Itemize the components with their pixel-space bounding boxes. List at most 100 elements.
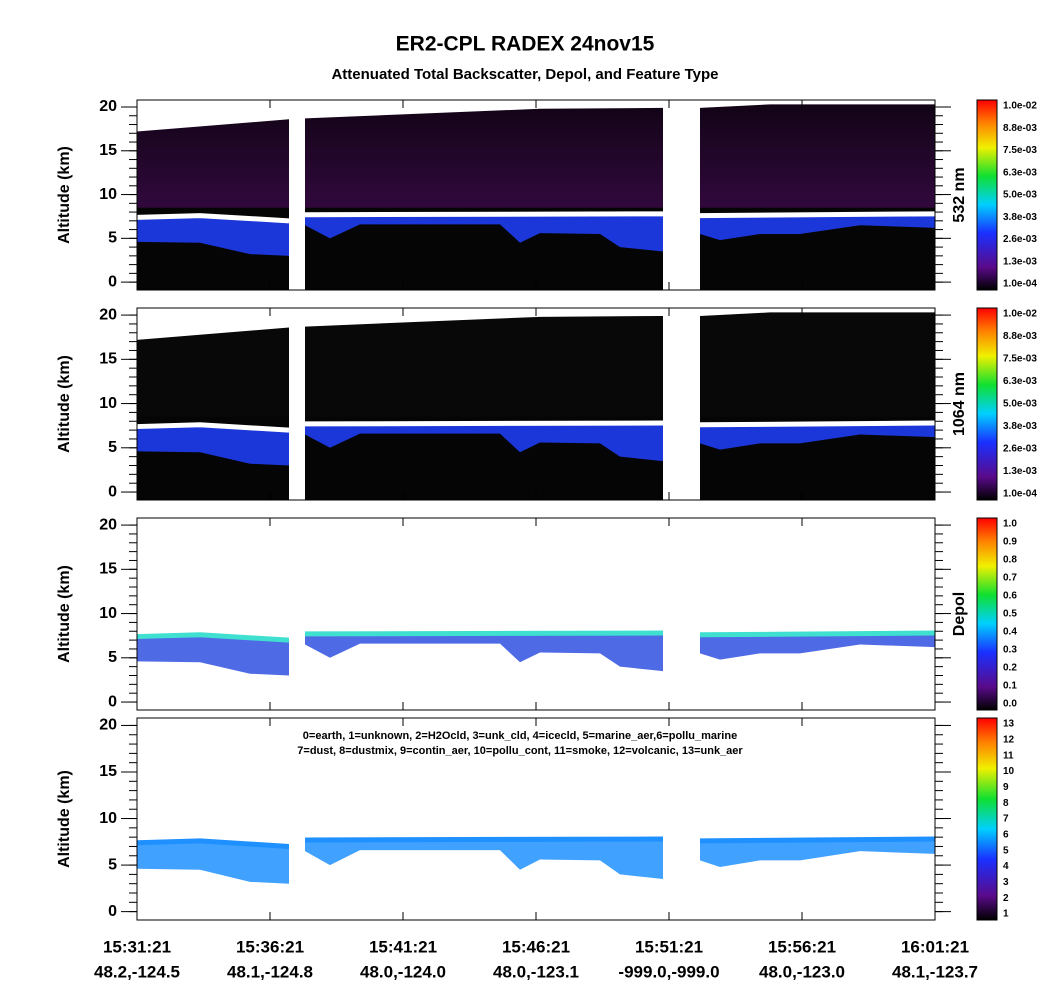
y-tick-label: 15 <box>99 351 117 368</box>
cloud-layer <box>137 424 289 466</box>
cloud-top <box>699 836 936 844</box>
colorbar-tick-label: 1.0e-04 <box>1003 279 1037 290</box>
colorbar-tick-label: 0.1 <box>1003 681 1017 692</box>
colorbar-tick-label: 3 <box>1003 877 1009 888</box>
y-tick-label: 15 <box>99 142 117 159</box>
y-tick-label: 0 <box>108 903 117 920</box>
colorbar-tick-label: 2.6e-03 <box>1003 444 1037 455</box>
colorbar-tick-label: 1.0 <box>1003 519 1017 530</box>
y-axis-label: Altitude (km) <box>56 146 73 244</box>
y-tick-label: 20 <box>99 98 117 115</box>
colorbar-tick-label: 1.0e-04 <box>1003 489 1037 500</box>
colorbar-tick-label: 6.3e-03 <box>1003 376 1037 387</box>
y-tick-label: 5 <box>108 649 117 666</box>
y-tick-label: 20 <box>99 306 117 323</box>
x-tick-label: 15:41:21 <box>369 937 437 956</box>
colorbar <box>976 307 998 501</box>
cloud-layer <box>305 839 663 880</box>
colorbar-tick-label: 6.3e-03 <box>1003 167 1037 178</box>
panel: 0 5 10 15 20 Altitude (km) 1.0e-04 1.3e-03 2.6e-… <box>56 306 1037 501</box>
x-tick-label: 15:51:21 <box>635 937 703 956</box>
cloud-layer <box>700 839 935 867</box>
x-tick-label: 15:46:21 <box>502 937 570 956</box>
cloud-layer <box>137 634 289 676</box>
x-coord-label: -999.0,-999.0 <box>618 962 719 981</box>
colorbar <box>976 717 998 921</box>
cloud-layer <box>700 423 935 450</box>
data-gap <box>663 308 700 500</box>
x-tick-label: 16:01:21 <box>901 937 969 956</box>
colorbar-tick-label: 3.8e-03 <box>1003 421 1037 432</box>
colorbar-tick-label: 0.6 <box>1003 591 1017 602</box>
y-axis-label: Altitude (km) <box>56 565 73 663</box>
legend-text: 0=earth, 1=unknown, 2=H2Ocld, 3=unk_cld,… <box>303 730 737 742</box>
colorbar-label: 1064 nm <box>951 372 968 436</box>
y-tick-label: 10 <box>99 605 117 622</box>
title: ER2-CPL RADEX 24nov15 <box>396 33 655 56</box>
y-tick-label: 20 <box>99 717 117 734</box>
y-tick-label: 15 <box>99 561 117 578</box>
y-tick-label: 20 <box>99 516 117 533</box>
colorbar-tick-label: 0.9 <box>1003 537 1017 548</box>
y-tick-label: 10 <box>99 810 117 827</box>
colorbar-tick-label: 1.3e-03 <box>1003 466 1037 477</box>
colorbar-tick-label: 13 <box>1003 719 1015 730</box>
cloud-layer <box>305 423 663 462</box>
cloud-layer <box>305 213 663 252</box>
y-axis-label: Altitude (km) <box>56 770 73 868</box>
colorbar-tick-label: 12 <box>1003 734 1015 745</box>
cloud-top <box>699 211 936 219</box>
colorbar-tick-label: 0.4 <box>1003 627 1017 638</box>
x-coord-label: 48.1,-124.8 <box>227 962 313 981</box>
cloud-top <box>304 836 664 843</box>
x-tick-label: 15:36:21 <box>236 937 304 956</box>
y-tick-label: 0 <box>108 273 117 290</box>
colorbar-tick-label: 1.3e-03 <box>1003 256 1037 267</box>
colorbar-tick-label: 0.5 <box>1003 609 1017 620</box>
colorbar-tick-label: 7.5e-03 <box>1003 354 1037 365</box>
panel: 0 5 10 15 20 Altitude (km) 0.0 0.1 0.2 0.3 0.4 0.5 0… <box>56 516 1017 711</box>
data-gap <box>663 100 700 290</box>
x-coord-label: 48.0,-123.0 <box>759 962 845 981</box>
x-tick-label: 15:31:21 <box>103 937 171 956</box>
data-gap <box>289 718 305 920</box>
colorbar-tick-label: 7.5e-03 <box>1003 145 1037 156</box>
colorbar-tick-label: 5.0e-03 <box>1003 190 1037 201</box>
colorbar-tick-label: 3.8e-03 <box>1003 212 1037 223</box>
data-gap <box>289 518 305 710</box>
cloud-top <box>304 420 664 427</box>
colorbar-tick-label: 8 <box>1003 798 1009 809</box>
colorbar-tick-label: 6 <box>1003 829 1009 840</box>
colorbar-tick-label: 9 <box>1003 782 1009 793</box>
colorbar-tick-label: 2.6e-03 <box>1003 234 1037 245</box>
colorbar-tick-label: 5.0e-03 <box>1003 399 1037 410</box>
cloud-top <box>136 632 290 643</box>
colorbar-tick-label: 1.0e-02 <box>1003 309 1037 320</box>
colorbar-tick-label: 1.0e-02 <box>1003 101 1037 112</box>
colorbar-tick-label: 0.7 <box>1003 573 1017 584</box>
colorbar-tick-label: 2 <box>1003 893 1009 904</box>
colorbar-tick-label: 1 <box>1003 909 1009 920</box>
panel: 0 5 10 15 20 Altitude (km) 1.0e-04 1.3e-03 2.6e-… <box>56 98 1037 291</box>
x-coord-label: 48.2,-124.5 <box>94 962 180 981</box>
colorbar-tick-label: 0.8 <box>1003 555 1017 566</box>
cloud-layer <box>700 633 935 660</box>
colorbar-tick-label: 0.2 <box>1003 663 1017 674</box>
cloud-top <box>699 630 936 638</box>
cloud-top <box>136 422 290 433</box>
cloud-top <box>136 838 290 849</box>
y-tick-label: 5 <box>108 230 117 247</box>
y-tick-label: 0 <box>108 693 117 710</box>
data-gap <box>663 518 700 710</box>
cloud-top <box>304 211 664 218</box>
cloud-top <box>304 630 664 637</box>
cloud-top <box>136 213 290 224</box>
x-coord-label: 48.0,-123.1 <box>493 962 579 981</box>
legend-text: 7=dust, 8=dustmix, 9=contin_aer, 10=poll… <box>297 745 743 757</box>
cloud-layer <box>137 215 289 256</box>
y-axis-label: Altitude (km) <box>56 355 73 453</box>
colorbar-tick-label: 5 <box>1003 845 1009 856</box>
colorbar-label: Depol <box>951 592 968 636</box>
cloud-layer <box>305 633 663 672</box>
